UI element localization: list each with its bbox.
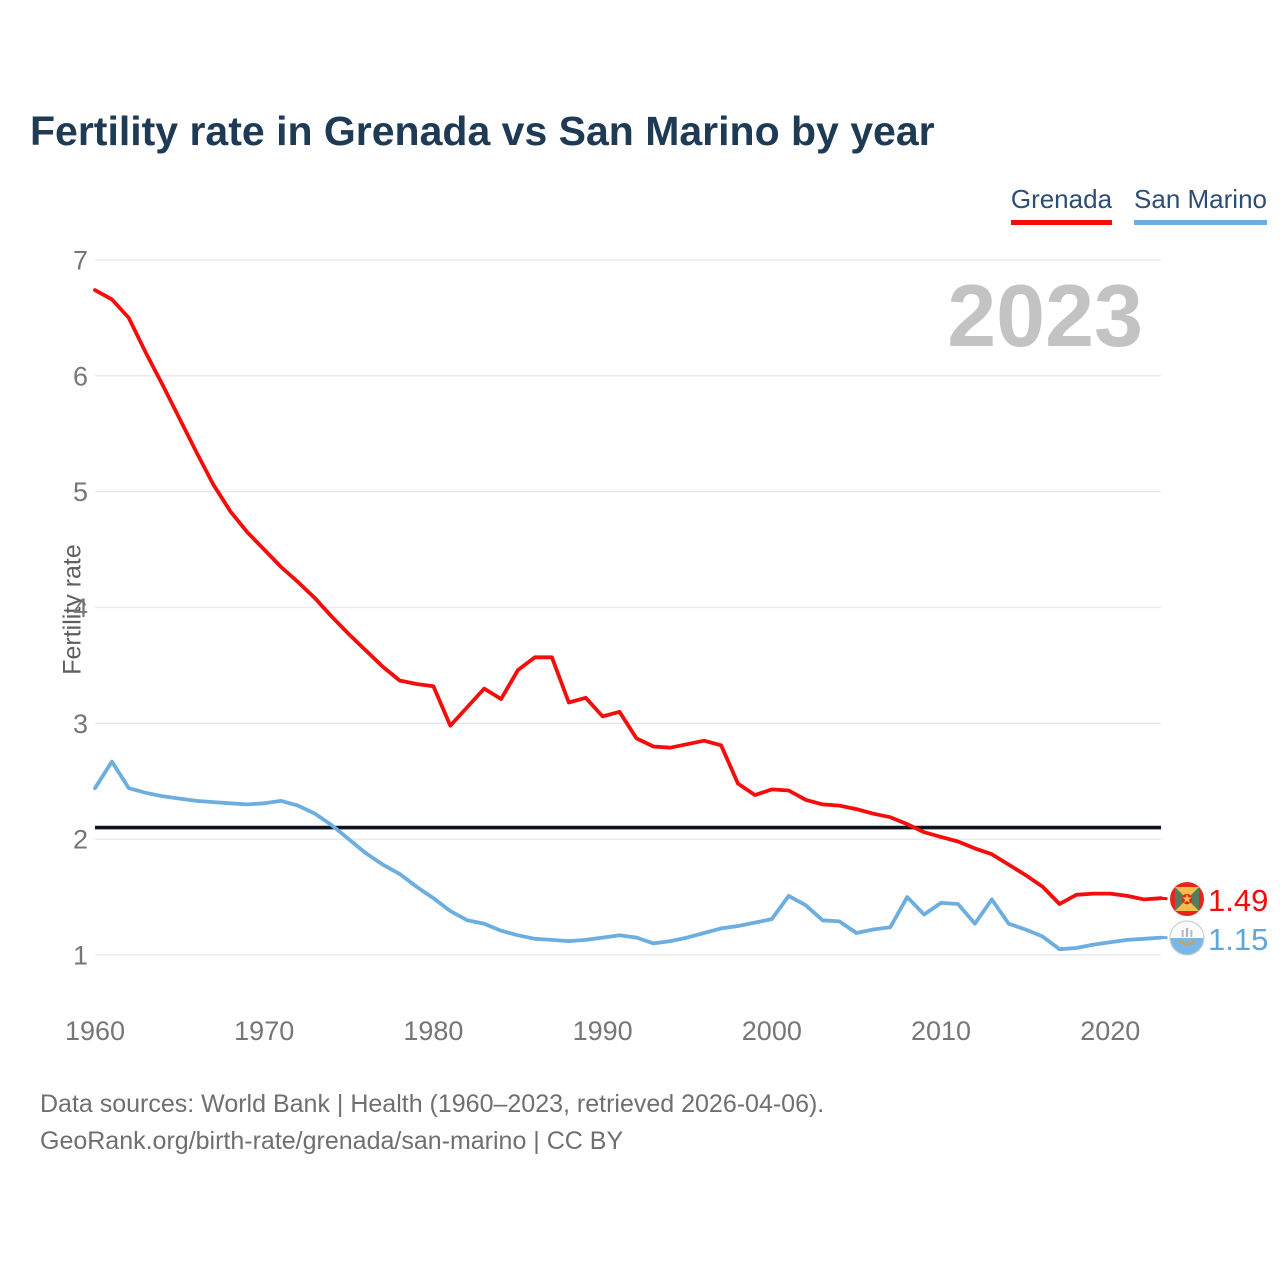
x-tick-label-2000: 2000 (742, 1016, 802, 1046)
y-tick-label-7: 7 (73, 246, 88, 276)
y-tick-label-6: 6 (73, 361, 88, 391)
page-title: Fertility rate in Grenada vs San Marino … (30, 108, 935, 154)
y-tick-label-1: 1 (73, 941, 88, 971)
x-tick-label-1980: 1980 (403, 1016, 463, 1046)
x-tick-label-2020: 2020 (1080, 1016, 1140, 1046)
san-marino-end-value-label: 1.15 (1208, 922, 1269, 957)
y-tick-label-5: 5 (73, 477, 88, 507)
legend: Grenada San Marino (1010, 184, 1267, 225)
series-lines (93, 288, 1163, 952)
grenada-end-value-label: 1.49 (1208, 883, 1269, 918)
y-gridlines (95, 259, 1161, 956)
footer: Data sources: World Bank | Health (1960–… (40, 1086, 824, 1160)
y-tick-labels: 1 2 3 4 5 6 7 (73, 246, 88, 971)
footer-attribution-url: GeoRank.org/birth-rate/grenada/san-marin… (40, 1127, 624, 1155)
x-tick-label-1960: 1960 (65, 1016, 125, 1046)
y-tick-label-3: 3 (73, 709, 88, 739)
x-tick-label-2010: 2010 (911, 1016, 971, 1046)
grenada-flag-icon (1170, 882, 1204, 916)
y-tick-label-4: 4 (73, 593, 88, 623)
y-tick-label-2: 2 (73, 825, 88, 855)
x-tick-label-1990: 1990 (573, 1016, 633, 1046)
legend-item-san-marino[interactable]: San Marino (1134, 184, 1267, 225)
san-marino-flag-icon (1169, 920, 1205, 956)
footer-data-sources: Data sources: World Bank | Health (1960–… (40, 1090, 825, 1118)
san-marino-end-marker (1161, 920, 1205, 956)
series-line-san-marino (93, 759, 1163, 952)
x-tick-labels: 1960 1970 1980 1990 2000 2010 2020 (65, 1016, 1140, 1046)
watermark: 2023 (947, 266, 1143, 365)
legend-item-grenada[interactable]: Grenada (1010, 184, 1113, 225)
x-tick-label-1970: 1970 (234, 1016, 294, 1046)
grenada-end-marker (1161, 882, 1204, 916)
series-line-grenada (93, 288, 1163, 906)
